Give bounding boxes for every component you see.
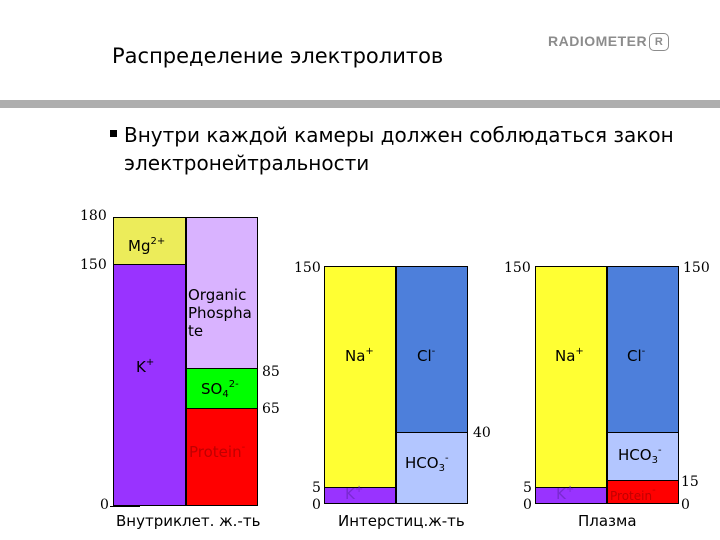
label-k-text: K <box>345 485 355 503</box>
tick-0: 0 <box>312 497 321 513</box>
label-k-text: K <box>136 358 146 376</box>
label-cl: Cl- <box>417 346 435 365</box>
label-cl-charge: - <box>431 346 436 357</box>
segment-na-plus <box>535 266 607 488</box>
tick-5: 5 <box>312 480 321 496</box>
label-k: K+ <box>345 484 363 503</box>
label-k-charge: + <box>145 357 155 368</box>
tick-150-right: 150 <box>504 260 531 276</box>
tick-65: 65 <box>262 401 280 417</box>
label-protein: Protein- <box>610 485 656 503</box>
label-protein-charge: - <box>652 485 656 496</box>
label-hco3-text: HCO <box>618 446 652 464</box>
label-so4-sub: 4 <box>222 389 229 400</box>
label-na: Na+ <box>555 346 584 365</box>
segment-hco3 <box>396 432 468 504</box>
label-interstitial: Интерстиц.ж-ть <box>338 512 465 530</box>
segment-so4 <box>186 368 258 409</box>
label-hco3-charge: - <box>657 445 662 456</box>
label-intracellular: Внутриклет. ж.-ть <box>116 512 261 530</box>
tick-150-right: 150 <box>683 260 710 276</box>
label-organic-phosphate: Organic Phospha te <box>188 286 252 340</box>
label-protein-text: Protein <box>189 443 242 461</box>
label-hco3: HCO3- <box>405 453 449 474</box>
tick-0-right: 0 <box>681 497 690 513</box>
label-hco3-sub: 3 <box>651 455 658 466</box>
bullet-text: Внутри каждой камеры должен соблюдаться … <box>124 123 674 175</box>
slide-title: Распределение электролитов <box>112 44 444 68</box>
registered-mark-icon: R <box>649 33 670 52</box>
radiometer-logo: RADIOMETER R <box>548 33 670 52</box>
tick-0: 0 <box>523 497 532 513</box>
header-divider-band <box>0 100 720 108</box>
label-cl-charge: - <box>641 346 646 357</box>
label-mg-text: Mg <box>128 237 151 255</box>
label-protein-charge: - <box>241 442 246 453</box>
logo-text: RADIOMETER <box>548 33 648 49</box>
bullet-square-icon <box>110 130 117 137</box>
segment-cl-minus <box>396 266 468 433</box>
segment-cl-minus <box>607 266 679 433</box>
label-cl-text: Cl <box>417 347 432 365</box>
label-mg: Mg2+ <box>128 236 165 255</box>
label-k: K+ <box>136 357 154 376</box>
segment-mg2plus <box>113 217 186 265</box>
segment-organic-phosphate <box>186 217 258 369</box>
segment-k-plus <box>324 487 396 504</box>
label-na-charge: + <box>575 346 584 357</box>
tick-15: 15 <box>681 474 699 490</box>
label-mg-charge: 2+ <box>150 236 166 247</box>
label-hco3-sub: 3 <box>438 463 445 474</box>
tick-180: 180 <box>80 208 107 224</box>
label-organic-line2: Phospha <box>188 304 252 322</box>
tick-150-left: 150 <box>294 260 321 276</box>
tick-0: 0 <box>100 497 109 513</box>
label-na-charge: + <box>365 346 374 357</box>
label-hco3-text: HCO <box>405 454 439 472</box>
label-protein-text: Protein <box>610 489 653 503</box>
tick-40: 40 <box>473 425 491 441</box>
segment-protein <box>607 480 679 504</box>
label-na: Na+ <box>345 346 374 365</box>
label-protein: Protein- <box>189 442 245 461</box>
baseline <box>110 506 140 507</box>
segment-k-plus <box>113 264 186 506</box>
label-cl: Cl- <box>627 346 645 365</box>
label-organic-line3: te <box>188 322 204 340</box>
label-cl-text: Cl <box>627 347 642 365</box>
label-hco3-charge: - <box>444 453 449 464</box>
label-hco3: HCO3- <box>618 445 662 466</box>
segment-na-plus <box>324 266 396 488</box>
segment-k-plus <box>535 487 607 504</box>
tick-150: 150 <box>80 257 107 273</box>
label-organic-line1: Organic <box>188 286 247 304</box>
label-k-charge: + <box>565 484 575 495</box>
label-k: K+ <box>556 484 574 503</box>
label-so4-text: SO <box>201 380 223 398</box>
segment-protein <box>186 408 258 506</box>
segment-hco3 <box>607 432 679 481</box>
label-so4: SO42- <box>201 379 239 400</box>
label-k-text: K <box>556 485 566 503</box>
label-plasma: Плазма <box>578 512 637 530</box>
tick-5: 5 <box>523 480 532 496</box>
label-na-text: Na <box>345 347 366 365</box>
label-na-text: Na <box>555 347 576 365</box>
label-so4-charge: 2- <box>228 379 239 390</box>
tick-85: 85 <box>262 364 280 380</box>
label-k-charge: + <box>354 484 364 495</box>
